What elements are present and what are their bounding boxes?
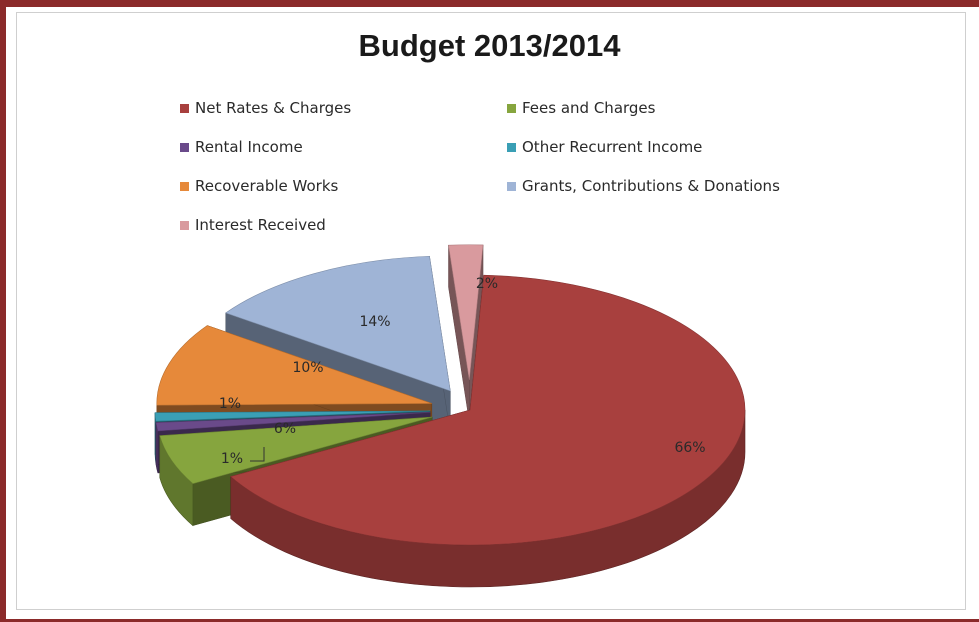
pie-slice-top — [156, 325, 432, 406]
data-label: 1% — [219, 396, 241, 412]
data-label: 2% — [476, 276, 498, 292]
data-label: 10% — [292, 360, 323, 376]
legend-label: Grants, Contributions & Donations — [522, 177, 780, 195]
legend-label: Other Recurrent Income — [522, 138, 703, 156]
chart-title: Budget 2013/2014 — [358, 28, 621, 63]
legend-item-grants: Grants, Contributions & Donations — [507, 177, 780, 195]
legend-label: Interest Received — [195, 216, 326, 234]
pie-slice — [230, 274, 746, 588]
legend-swatch — [507, 181, 516, 191]
pie-slice-top — [154, 410, 431, 422]
legend-item-fees: Fees and Charges — [507, 99, 655, 117]
legend-label: Fees and Charges — [522, 99, 656, 117]
pie-slice-top — [159, 416, 433, 484]
data-label: 14% — [359, 314, 390, 330]
legend-swatch — [507, 103, 516, 113]
legend-item-interest: Interest Received — [180, 216, 326, 234]
data-label: 6% — [274, 421, 296, 437]
leader-line — [250, 447, 265, 462]
pie-slice-top — [225, 255, 451, 392]
legend-item-net-rates: Net Rates & Charges — [180, 99, 351, 117]
legend-label: Net Rates & Charges — [195, 99, 352, 117]
legend-label: Recoverable Works — [195, 177, 339, 195]
legend-item-rental: Rental Income — [180, 138, 303, 156]
pie-slice-top — [448, 244, 484, 380]
legend-label: Rental Income — [195, 138, 303, 156]
data-label: 1% — [221, 451, 243, 467]
pie-slice-top — [230, 274, 746, 546]
legend-swatch — [180, 181, 189, 191]
legend-swatch — [507, 142, 516, 152]
legend-swatch — [180, 103, 189, 113]
legend-item-recoverable: Recoverable Works — [180, 177, 338, 195]
data-label: 66% — [674, 440, 705, 456]
legend-swatch — [180, 220, 189, 230]
pie-slice-top — [155, 412, 431, 432]
legend-item-other-recurrent: Other Recurrent Income — [507, 138, 702, 156]
legend-swatch — [180, 142, 189, 152]
